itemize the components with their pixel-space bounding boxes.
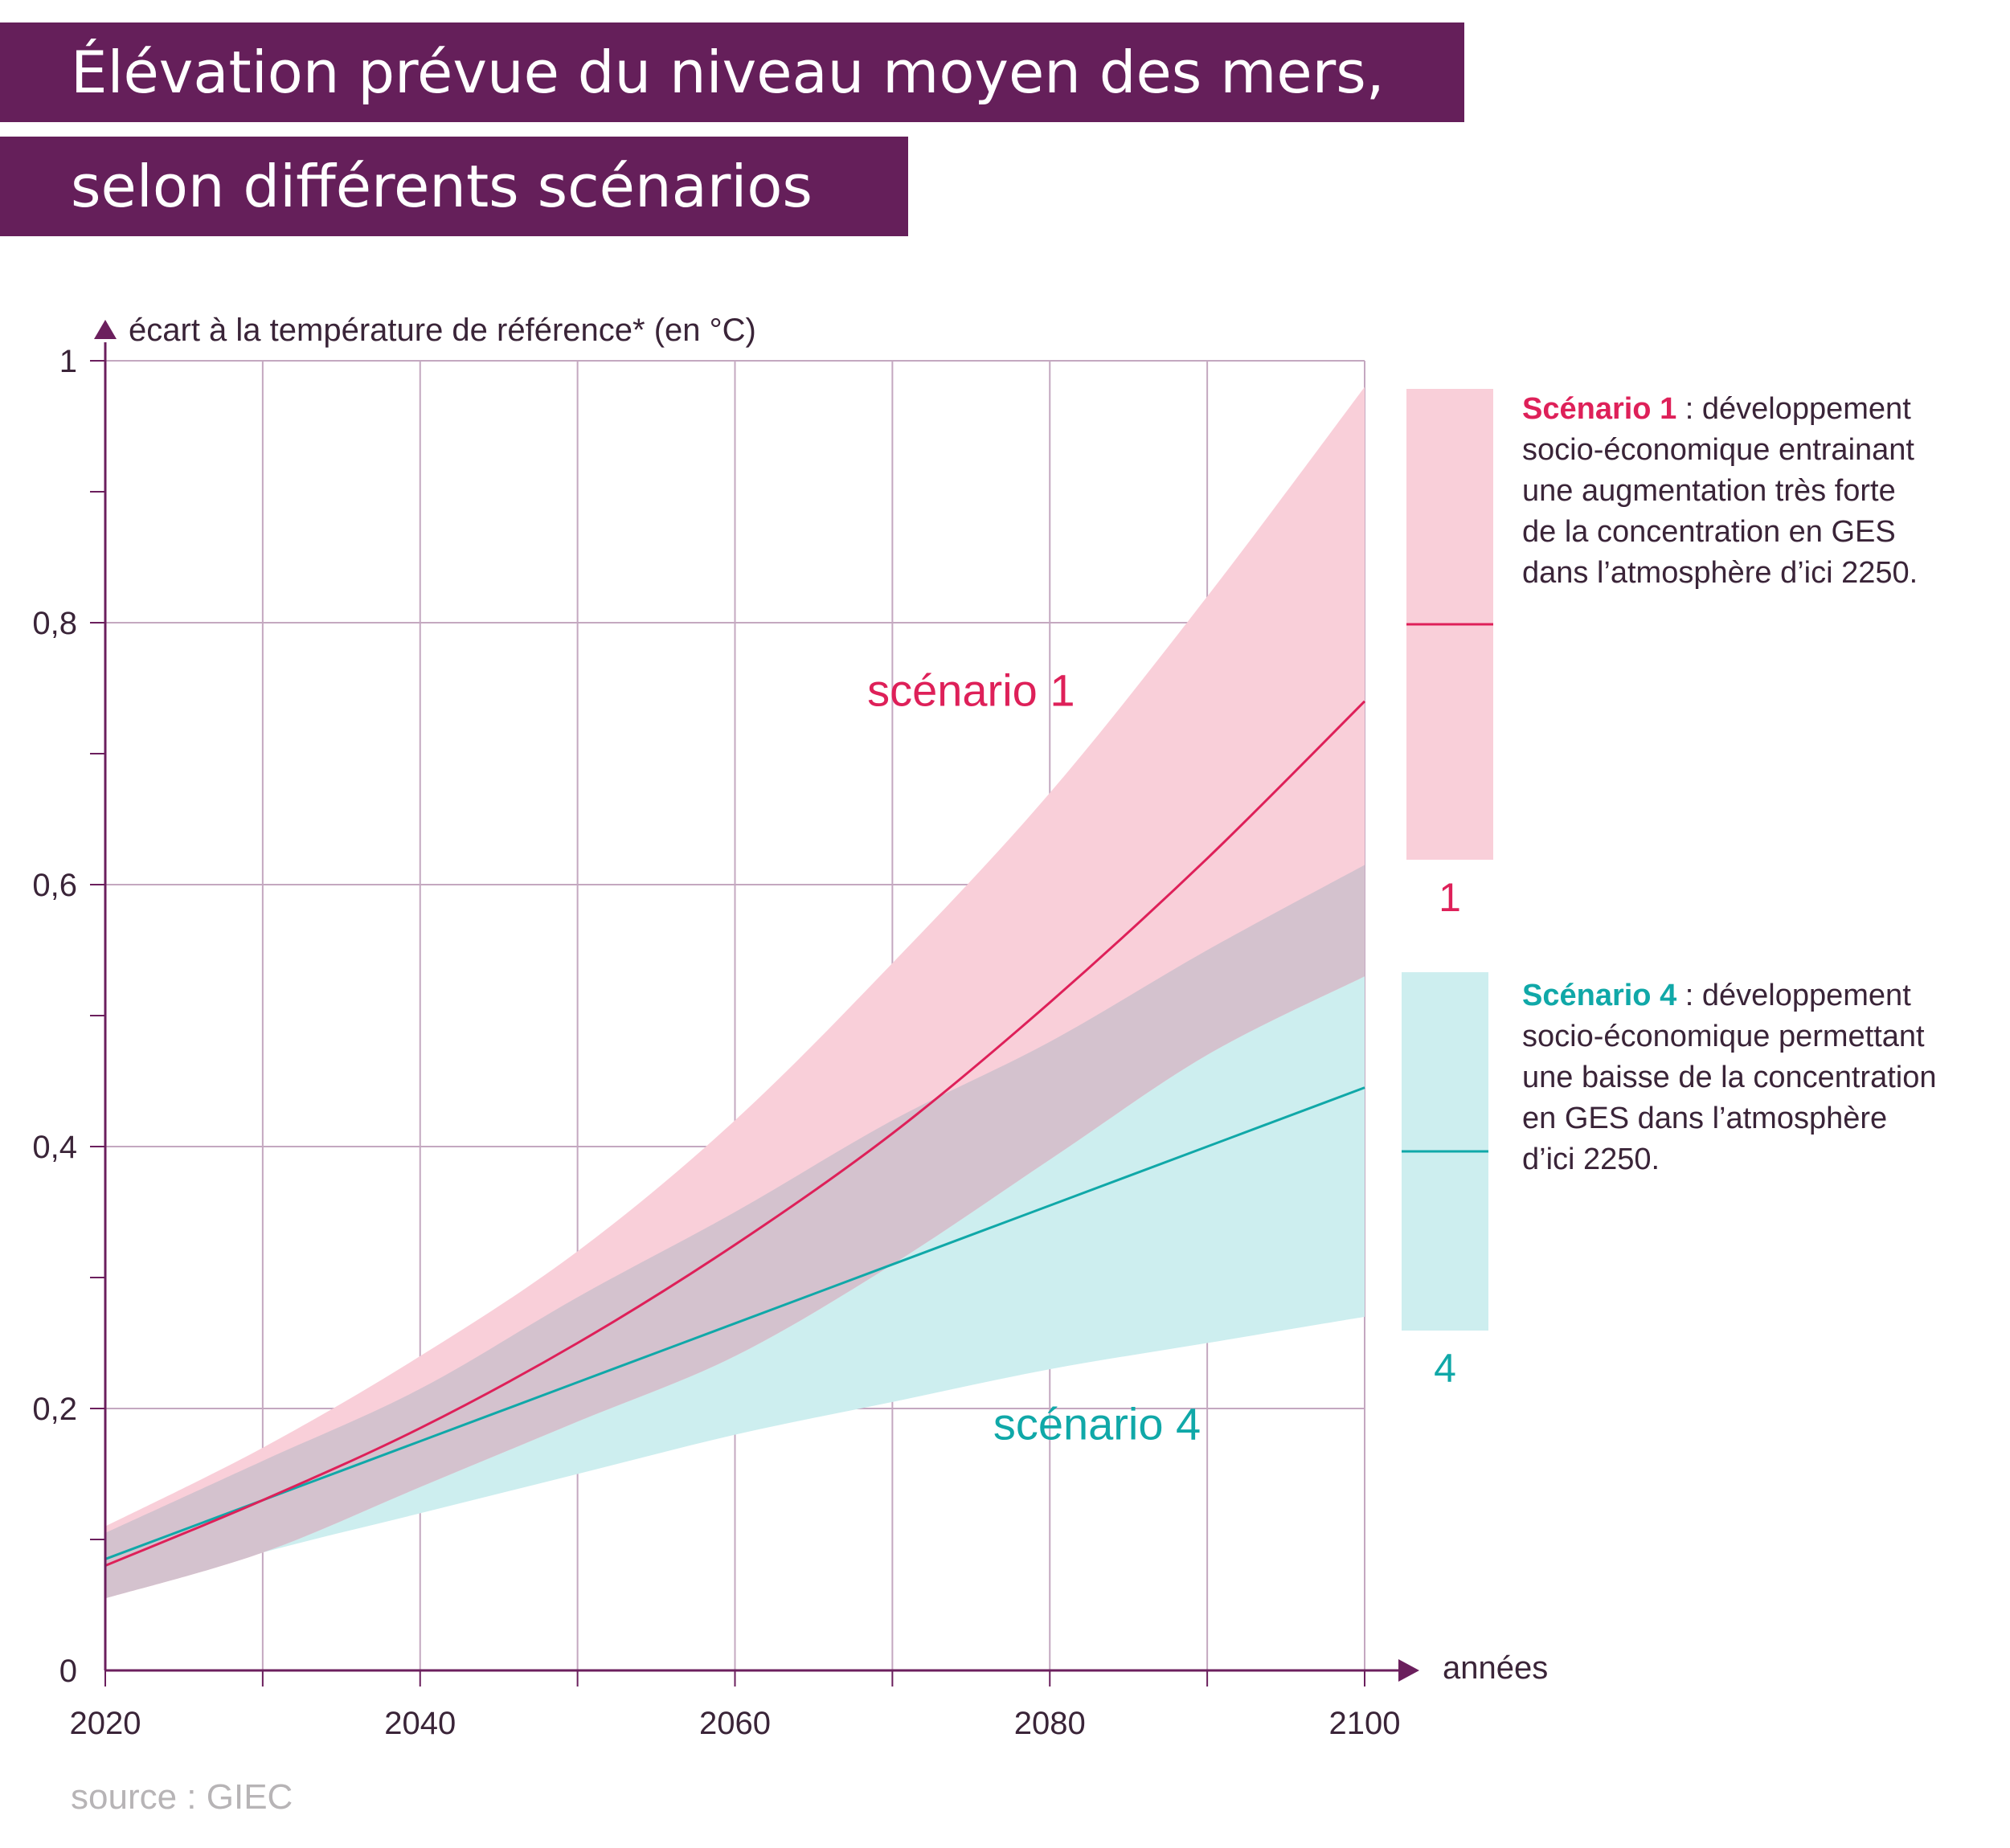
chart-title-text-2: selon différents scénarios xyxy=(71,153,813,220)
legend: 14 xyxy=(1402,389,1493,1391)
legend-number-scenario-4: 4 xyxy=(1434,1346,1456,1391)
y-tick-label: 0 xyxy=(59,1654,77,1689)
x-axis-label: années xyxy=(1443,1650,1548,1686)
legend-text-scenario-1: Scénario 1 : développement socio-économi… xyxy=(1522,389,1918,594)
x-tick-label: 2080 xyxy=(1014,1706,1086,1741)
y-tick-label: 0,4 xyxy=(32,1130,77,1165)
tick-labels: 0 0,2 0,4 0,6 0,8 1 2020 2040 2060 2080 2100 xyxy=(32,344,1400,1741)
band-overlap xyxy=(105,865,1365,1599)
y-tick-label: 1 xyxy=(59,344,77,379)
annotation-scenario-1: scénario 1 xyxy=(867,665,1075,716)
confidence-bands xyxy=(105,386,1365,1599)
legend-number-scenario-1: 1 xyxy=(1439,875,1461,920)
legend-desc-scenario-1: : développement socio-économique entrain… xyxy=(1522,392,1918,590)
source-note: source : GIEC xyxy=(71,1777,293,1817)
chart-title-line-1: Élévation prévue du niveau moyen des mer… xyxy=(0,22,1464,122)
x-axis-arrow xyxy=(1398,1659,1419,1682)
y-tick-label: 0,8 xyxy=(32,606,77,641)
legend-lead-scenario-1: Scénario 1 xyxy=(1522,392,1677,426)
x-tick-label: 2060 xyxy=(699,1706,771,1741)
annotations: scénario 1 scénario 4 xyxy=(867,665,1201,1449)
legend-desc-scenario-4: : développement socio-économique permett… xyxy=(1522,979,1937,1176)
axes xyxy=(90,320,1419,1687)
annotation-scenario-4: scénario 4 xyxy=(993,1398,1201,1449)
line-scenario-1 xyxy=(104,700,1366,1567)
legend-lead-scenario-4: Scénario 4 xyxy=(1522,979,1677,1012)
legend-text-scenario-4: Scénario 4 : développement socio-économi… xyxy=(1522,975,1936,1180)
y-axis-label: écart à la température de référence* (en… xyxy=(129,313,756,348)
chart-title-text-1: Élévation prévue du niveau moyen des mer… xyxy=(71,39,1385,106)
y-axis-arrow xyxy=(94,320,117,339)
series-lines xyxy=(104,700,1366,1567)
y-tick-label: 0,2 xyxy=(32,1392,77,1427)
x-tick-label: 2020 xyxy=(70,1706,141,1741)
x-tick-label: 2100 xyxy=(1329,1706,1401,1741)
chart-title-line-2: selon différents scénarios xyxy=(0,137,908,236)
x-tick-label: 2040 xyxy=(384,1706,456,1741)
line-scenario-4 xyxy=(104,1086,1365,1560)
y-tick-label: 0,6 xyxy=(32,868,77,903)
